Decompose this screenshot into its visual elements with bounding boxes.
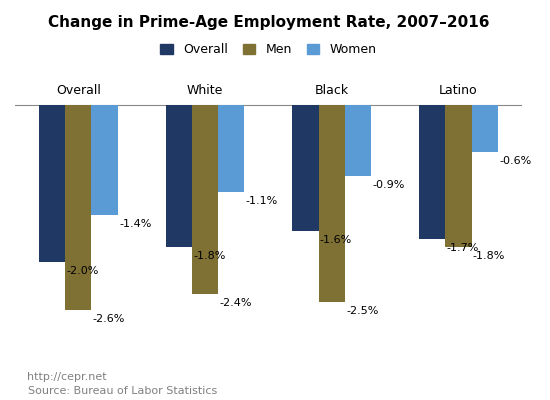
Bar	[65, 105, 91, 310]
Text: -2.5%: -2.5%	[346, 306, 378, 316]
Bar	[39, 105, 65, 262]
Text: -2.4%: -2.4%	[219, 298, 252, 308]
Text: -0.9%: -0.9%	[372, 180, 405, 190]
Bar	[218, 105, 245, 192]
Text: Overall: Overall	[56, 84, 101, 97]
Bar	[446, 105, 471, 247]
Text: -2.6%: -2.6%	[93, 314, 125, 324]
Bar	[292, 105, 318, 231]
Bar	[192, 105, 218, 294]
Bar	[318, 105, 345, 302]
Text: -1.1%: -1.1%	[246, 196, 278, 206]
Text: -1.7%: -1.7%	[447, 243, 479, 253]
Bar	[419, 105, 446, 239]
Text: -1.8%: -1.8%	[193, 251, 225, 261]
Text: White: White	[187, 84, 223, 97]
Text: -1.4%: -1.4%	[119, 219, 151, 229]
Bar	[166, 105, 192, 247]
Bar	[471, 105, 498, 152]
Title: Change in Prime-Age Employment Rate, 2007–2016: Change in Prime-Age Employment Rate, 200…	[48, 15, 489, 30]
Bar	[345, 105, 371, 176]
Text: -0.6%: -0.6%	[499, 156, 531, 166]
Text: -1.8%: -1.8%	[473, 251, 505, 261]
Text: -2.0%: -2.0%	[67, 266, 99, 276]
Text: -1.6%: -1.6%	[320, 235, 352, 245]
Legend: Overall, Men, Women: Overall, Men, Women	[156, 38, 381, 61]
Text: http://cepr.net
Source: Bureau of Labor Statistics: http://cepr.net Source: Bureau of Labor …	[28, 372, 217, 396]
Bar	[91, 105, 118, 215]
Text: Black: Black	[315, 84, 349, 97]
Text: Latino: Latino	[439, 84, 478, 97]
